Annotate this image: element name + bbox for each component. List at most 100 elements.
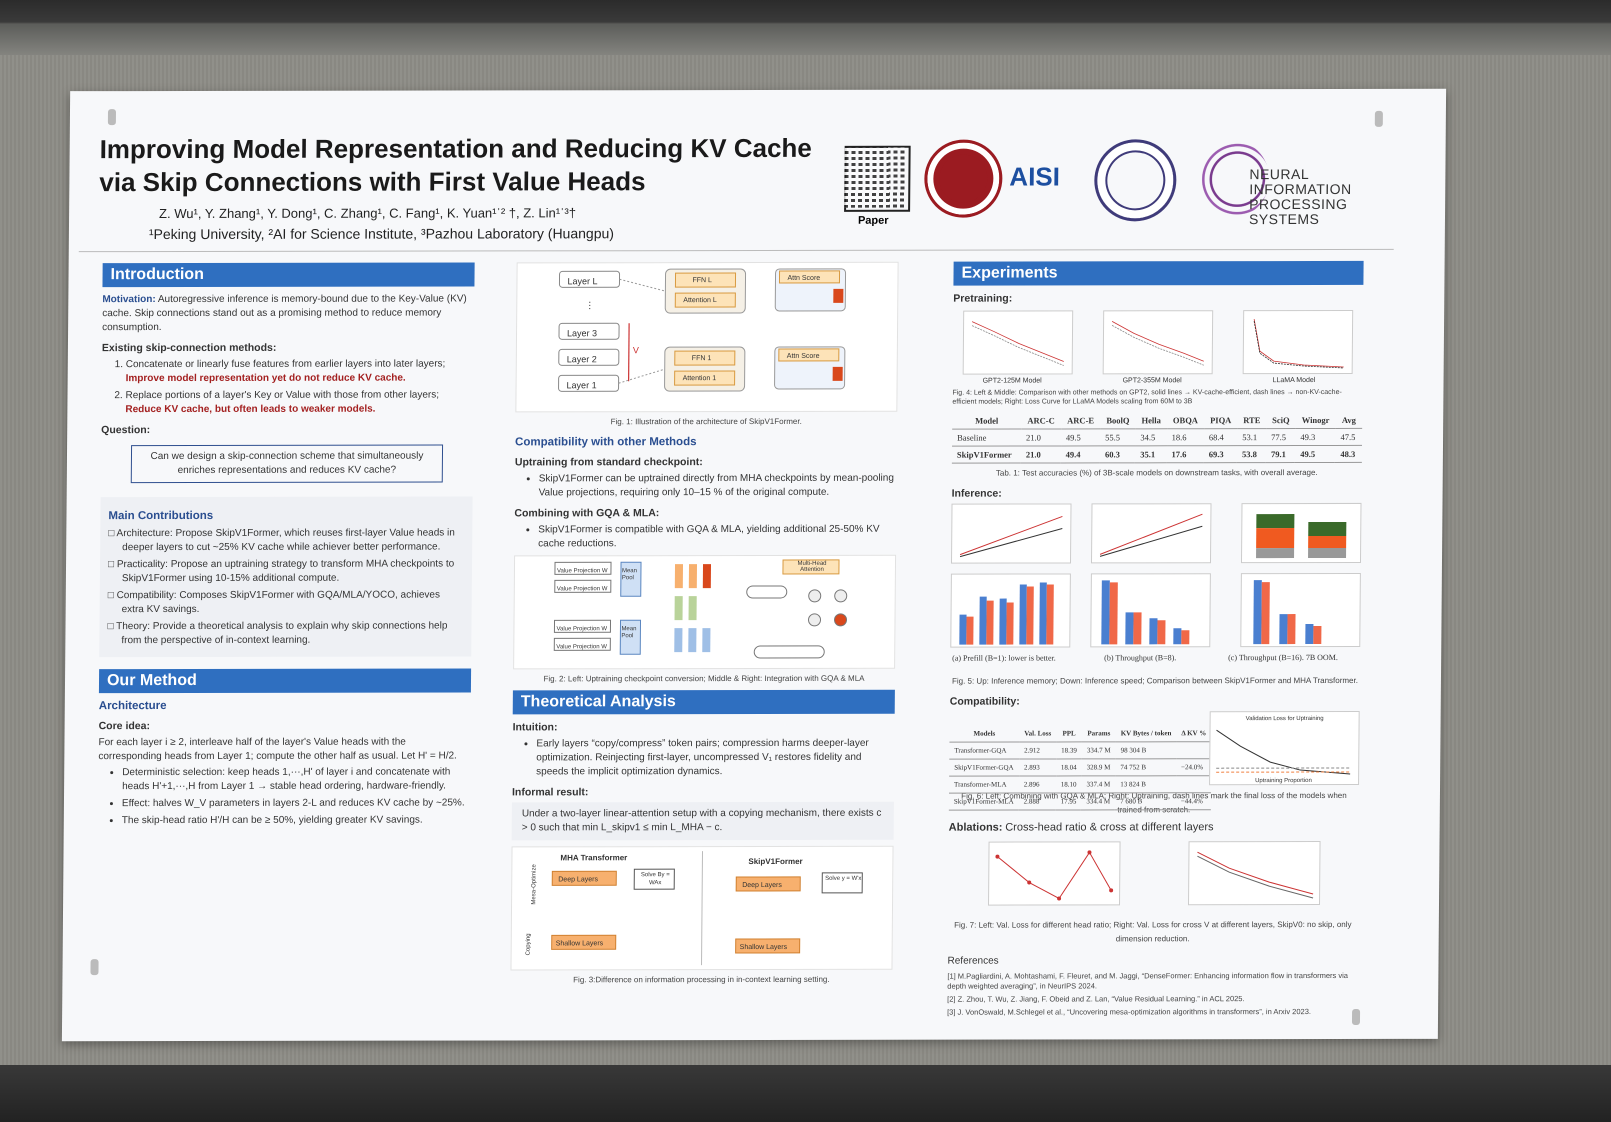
mha-title: MHA Transformer	[560, 853, 628, 863]
table-header-row: Model ARC-C ARC-E BoolQ Hella OBQA PIQA RTE SciQ…	[952, 411, 1363, 430]
table-cell: 79.1	[1265, 445, 1296, 463]
table-cell: 55.5	[1100, 428, 1136, 446]
v-head-icon	[832, 366, 843, 381]
table-cell: 2.888	[1018, 792, 1056, 811]
value-proj-box	[554, 561, 612, 575]
head-bar	[688, 628, 697, 653]
llama-chart	[1242, 309, 1354, 375]
pretraining-charts: GPT2-125M Model GPT2-355M Model LLaMA Mo…	[953, 308, 1364, 389]
list-item: SkipV1Former is compatible with GQA & ML…	[538, 523, 896, 552]
table-cell: 74 752 B	[1115, 758, 1177, 776]
solve-label: Solve y = W'x	[825, 875, 862, 882]
core-label: Core idea:	[98, 720, 151, 733]
ablations-label: Ablations:	[948, 821, 1003, 834]
layer-label: Layer 2	[566, 354, 597, 365]
table-header-cell: SciQ	[1266, 412, 1296, 429]
contrib-item: □ Theory: Provide a theoretical analysis…	[107, 620, 448, 647]
pin-icon	[90, 959, 99, 976]
table-header-cell: ARC-C	[1021, 412, 1062, 430]
fig3-caption: Fig. 3:Difference on information process…	[573, 974, 830, 985]
poster-title: Improving Model Representation and Reduc…	[99, 132, 812, 198]
gpt2-355m-chart	[1102, 310, 1214, 375]
value-proj-label: Value Projection W	[556, 626, 608, 633]
table-cell: 49.5	[1295, 445, 1336, 463]
memory-breakdown-chart	[1240, 502, 1362, 564]
layer-label: ⋮	[585, 300, 595, 311]
left-column: Introduction Motivation: Autoregressive …	[98, 262, 475, 831]
ablations-line: Ablations: Cross-head ratio & cross at d…	[949, 820, 1359, 836]
contrib-heading: Main Contributions	[108, 509, 214, 523]
multihead-box	[782, 559, 840, 575]
prefill-chart	[950, 573, 1071, 648]
table-cell: Baseline	[952, 429, 1022, 447]
head-bar	[688, 564, 698, 589]
table-cell: 17.6	[1166, 445, 1204, 463]
mean-pool-label: Mean Pool	[621, 626, 637, 640]
layer-box	[558, 322, 620, 340]
cross-layer-chart	[1188, 841, 1321, 906]
head-bar	[674, 628, 683, 653]
table-cell	[1176, 741, 1212, 759]
pin-icon	[107, 109, 117, 126]
table-cell	[1175, 775, 1211, 793]
list-item: Effect: halves W_V parameters in layers …	[122, 797, 470, 812]
motivation-text: Autoregressive inference is memory-bound…	[102, 293, 467, 334]
table-cell: 21.0	[1020, 445, 1061, 464]
deep-layers-box	[551, 870, 617, 886]
contrib-item: □ Compatibility: Composes SkipV1Former w…	[107, 589, 441, 616]
table-cell: 7 680 B	[1115, 792, 1176, 810]
reference-item: [2] Z. Zhou, T. Wu, Z. Jiang, F. Obeid a…	[947, 994, 1245, 1004]
table-cell: 328.9 M	[1081, 758, 1116, 776]
table-cell: 53.1	[1237, 428, 1267, 446]
head-bar	[674, 564, 684, 589]
skip-title: SkipV1Former	[748, 856, 803, 867]
table-cell: 47.5	[1335, 428, 1363, 446]
pretraining-label: Pretraining:	[953, 292, 1013, 305]
fig3-diagram	[551, 851, 863, 966]
experiments-heading: Experiments	[953, 260, 1364, 286]
reference-item: [1] M.Pagliardini, A. Mohtashami, F. Fle…	[947, 970, 1349, 991]
fig4-caption: Fig. 4: Left & Middle: Comparison with o…	[952, 388, 1342, 406]
table-row: Transformer-GQA 2.912 18.39 334.7 M 98 304 B	[949, 741, 1212, 760]
fig2-caption: Fig. 2: Left: Uptraining checkpoint conv…	[543, 673, 865, 684]
table-cell: SkipV1Former-MLA	[948, 793, 1019, 811]
table-header-cell: RTE	[1237, 412, 1267, 429]
skip-arrow	[628, 323, 630, 382]
table-row: Transformer-MLA 2.896 18.10 337.4 M 13 824 B	[948, 775, 1211, 794]
table-cell: 60.3	[1099, 445, 1136, 463]
table-cell: 77.5	[1266, 428, 1296, 446]
inference-label: Inference:	[951, 487, 1002, 500]
chart-label: LLaMA Model	[1272, 377, 1316, 385]
fig2-diagram	[553, 559, 848, 659]
table-cell: 69.3	[1203, 445, 1238, 463]
score-label: Attn Score	[787, 274, 821, 282]
table-cell: 49.4	[1060, 445, 1101, 463]
throughput-b8-chart	[1090, 573, 1211, 648]
table-cell: −24.0%	[1175, 758, 1212, 776]
solve-box	[821, 872, 863, 894]
table-header-cell: OBQA	[1166, 412, 1205, 429]
list-item: SkipV1Former can be uptrained directly f…	[539, 472, 897, 501]
divider	[78, 248, 1394, 253]
compatibility-row: Models Val. Loss PPL Params KV Bytes / token…	[948, 710, 1360, 811]
kv-cache-chart	[951, 503, 1072, 564]
table-cell: 337.4 M	[1081, 775, 1116, 793]
layer-label: Layer L	[567, 276, 598, 287]
motivation-label: Motivation:	[102, 294, 156, 306]
table-cell: 35.1	[1135, 445, 1167, 463]
attn-box	[674, 370, 736, 386]
compat-heading: Compatibility with other Methods	[515, 436, 697, 449]
existing-list: Concatenate or linearly fuse features fr…	[101, 357, 474, 417]
deep-label: Deep Layers	[558, 876, 598, 884]
intuition-label: Intuition:	[512, 721, 558, 734]
downstream-table: Model ARC-C ARC-E BoolQ Hella OBQA PIQA RTE SciQ…	[951, 411, 1363, 464]
table-header-cell: BoolQ	[1100, 412, 1136, 429]
middle-column: Layer L ⋮ Layer 3 Layer 2 Layer 1 FFN L …	[510, 261, 899, 991]
table-cell: 98 304 B	[1115, 741, 1177, 759]
ffn-label: FFN L	[692, 277, 712, 285]
multihead-label: Multi-Head Attention	[797, 560, 827, 573]
uptrain-label: Uptraining from standard checkpoint:	[514, 456, 703, 469]
table-header-cell: PPL	[1056, 725, 1083, 742]
table-cell: 13 824 B	[1115, 775, 1176, 793]
